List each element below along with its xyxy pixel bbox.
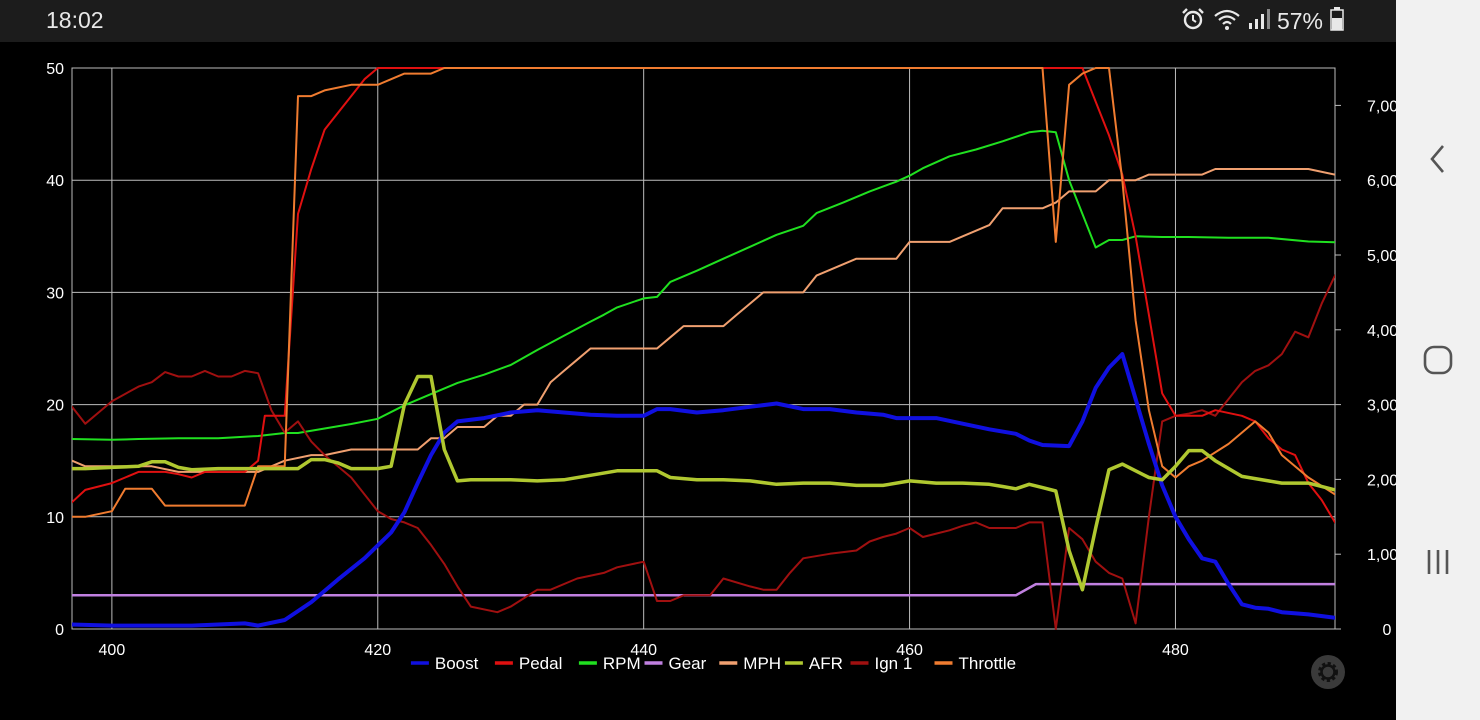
y-left-tick-label: 30 — [46, 285, 64, 302]
legend-item-pedal[interactable]: Pedal — [494, 654, 562, 673]
x-tick-label: 400 — [99, 642, 126, 659]
legend-item-rpm[interactable]: RPM — [578, 654, 641, 673]
y-right-tick-label: 4,000 — [1367, 323, 1396, 340]
legend-label: Pedal — [519, 654, 562, 673]
series-line-ign-1 — [72, 274, 1335, 630]
back-icon — [1430, 145, 1444, 173]
back-button[interactable] — [1414, 135, 1462, 183]
y-right-tick-label: 5,000 — [1367, 248, 1396, 265]
x-tick-label: 420 — [364, 642, 391, 659]
home-icon — [1423, 345, 1453, 375]
legend-item-boost[interactable]: Boost — [410, 654, 479, 673]
signal-icon — [1248, 8, 1270, 35]
y-left-tick-label: 50 — [46, 61, 64, 78]
legend-item-mph[interactable]: MPH — [719, 654, 781, 673]
series-line-throttle — [72, 67, 1335, 518]
legend-label: Gear — [669, 654, 707, 673]
series-line-afr — [72, 374, 1335, 592]
legend-item-ign-1[interactable]: Ign 1 — [850, 654, 913, 673]
chart: 0 10 20 30 40 50 400 420 440 460 480 0 1,000 2,000 3,0… — [46, 61, 1396, 689]
chart-series — [72, 67, 1335, 630]
legend-item-gear[interactable]: Gear — [644, 654, 707, 673]
legend-label: Throttle — [959, 654, 1017, 673]
y-right-tick-label: 3,000 — [1367, 398, 1396, 415]
home-button[interactable] — [1414, 336, 1462, 384]
series-line-gear — [72, 582, 1335, 597]
y-right-tick-label: 6,000 — [1367, 173, 1396, 190]
series-line-boost — [72, 352, 1335, 628]
series-line-pedal — [72, 67, 1335, 524]
status-time: 18:02 — [46, 7, 104, 33]
legend-label: AFR — [809, 654, 843, 673]
settings-button[interactable] — [1311, 655, 1345, 689]
legend-label: MPH — [743, 654, 781, 673]
y-left-tick-label: 40 — [46, 173, 64, 190]
y-right-tick-label: 2,000 — [1367, 472, 1396, 489]
series-line-rpm — [72, 129, 1335, 441]
y-right-tick-label: 0 — [1383, 622, 1392, 639]
battery-percentage: 57% — [1276, 7, 1323, 34]
x-tick-label: 480 — [1162, 642, 1189, 659]
legend-item-throttle[interactable]: Throttle — [934, 654, 1017, 673]
navigation-bar — [1396, 0, 1480, 720]
legend-label: Boost — [435, 654, 479, 673]
legend-label: RPM — [603, 654, 641, 673]
y-left-tick-label: 20 — [46, 398, 64, 415]
status-icons: 57% — [1180, 6, 1344, 36]
legend-label: Ign 1 — [875, 654, 913, 673]
wifi-icon — [1213, 7, 1241, 36]
y-right-tick-label: 7,000 — [1367, 98, 1396, 115]
gear-icon — [1318, 662, 1338, 682]
y-right-tick-label: 1,000 — [1367, 547, 1396, 564]
alarm-icon — [1180, 6, 1206, 37]
recents-icon — [1427, 550, 1449, 574]
legend-item-afr[interactable]: AFR — [784, 654, 843, 673]
battery-icon — [1330, 6, 1344, 36]
y-left-tick-label: 10 — [46, 510, 64, 527]
x-tick-label: 460 — [896, 642, 923, 659]
x-tick-label: 440 — [630, 642, 657, 659]
chart-legend: Boost Pedal RPM Gear MPH AFR Ign 1 Throttle — [410, 654, 1017, 673]
y-left-tick-label: 0 — [55, 622, 64, 639]
recents-button[interactable] — [1414, 538, 1462, 586]
status-bar: 18:02 57% — [0, 0, 1396, 42]
series-line-mph — [72, 168, 1335, 473]
chart-axes: 0 10 20 30 40 50 400 420 440 460 480 0 1,000 2,000 3,0… — [46, 61, 1396, 659]
